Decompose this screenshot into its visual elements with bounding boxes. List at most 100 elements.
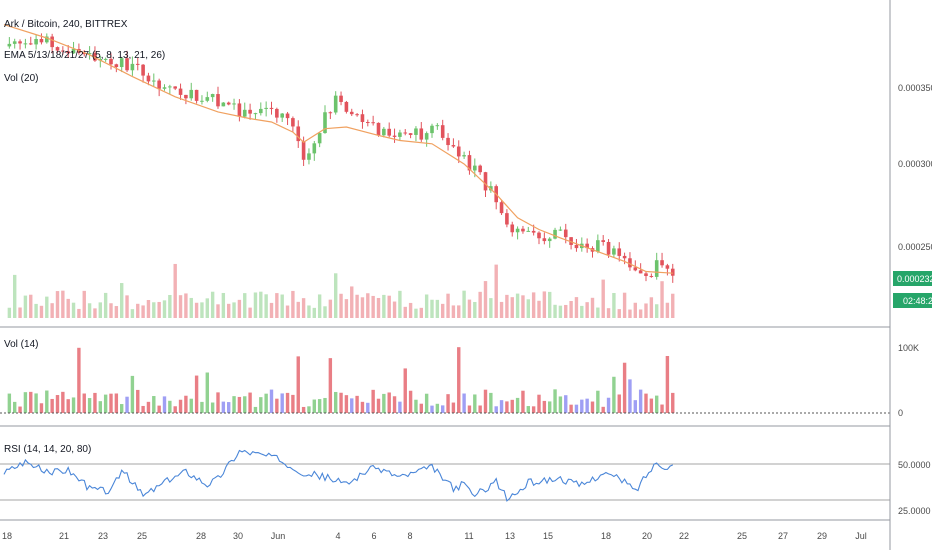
- time-tick-label: 8: [407, 531, 412, 541]
- volume-bar: [275, 398, 279, 413]
- volume-bar: [392, 396, 397, 413]
- time-tick-label: 18: [601, 531, 611, 541]
- volume-pane[interactable]: [0, 326, 890, 414]
- volume-overlay-bar: [323, 306, 327, 318]
- candle-body: [301, 141, 306, 160]
- volume-bar: [184, 395, 188, 413]
- volume-overlay-bar: [569, 300, 573, 318]
- volume-bar: [478, 405, 482, 413]
- time-tick-label: 25: [137, 531, 147, 541]
- price-pane[interactable]: [3, 24, 675, 318]
- candle-body: [61, 50, 65, 52]
- symbol-title[interactable]: Ark / Bitcoin, 240, BITTREX: [4, 19, 128, 30]
- volume-bar: [644, 393, 648, 413]
- volume-bar: [162, 396, 167, 413]
- rsi-pane[interactable]: [0, 425, 890, 502]
- volume-overlay-bar: [580, 305, 584, 318]
- volume-bar: [248, 392, 252, 413]
- time-tick-label: 23: [98, 531, 108, 541]
- vol-overlay-legend[interactable]: Vol (20): [4, 73, 38, 84]
- candle-body: [456, 146, 461, 157]
- volume-bar: [189, 398, 193, 413]
- volume-bar: [622, 362, 627, 413]
- volume-bar: [339, 392, 343, 413]
- candle-body: [644, 273, 648, 276]
- time-tick-label: 28: [196, 531, 206, 541]
- volume-bar: [596, 390, 600, 413]
- time-tick-label: 11: [464, 531, 473, 541]
- candle-body: [71, 48, 76, 54]
- last-price-label: 0.00023251: [897, 274, 932, 284]
- candle-body: [119, 58, 124, 68]
- ema-line: [3, 24, 673, 274]
- volume-bar: [638, 389, 643, 413]
- volume-overlay-bar: [280, 294, 284, 318]
- volume-overlay-bar: [45, 296, 49, 318]
- last-price-tag: [893, 271, 932, 286]
- volume-bar: [23, 392, 28, 413]
- volume-bar: [61, 391, 65, 413]
- volume-overlay-bar: [205, 298, 209, 318]
- rsi-pane-title[interactable]: RSI (14, 14, 20, 80): [4, 444, 91, 455]
- volume-overlay-bar: [441, 303, 445, 318]
- volume-overlay-bar: [168, 294, 172, 318]
- volume-overlay-bar: [141, 305, 145, 318]
- candle-body: [489, 186, 493, 191]
- volume-bar: [18, 406, 22, 413]
- candle-body: [483, 172, 488, 191]
- volume-overlay-bar: [671, 293, 675, 318]
- rsi-tick-label: 50.0000: [898, 460, 931, 470]
- volume-bar: [526, 406, 530, 413]
- rsi-tick-label: 25.0000: [898, 506, 931, 516]
- volume-overlay-bar: [499, 301, 504, 318]
- volume-overlay-bar: [660, 281, 664, 318]
- candle-body: [622, 255, 627, 259]
- volume-bar: [574, 404, 579, 413]
- volume-bar: [606, 397, 611, 413]
- volume-overlay-bar: [392, 301, 397, 318]
- candle-body: [499, 202, 504, 214]
- candle-body: [649, 275, 654, 277]
- volume-bar: [280, 393, 284, 413]
- volume-bar: [55, 395, 60, 413]
- candle-body: [547, 238, 552, 242]
- candle-body: [232, 103, 236, 105]
- time-tick-label: 30: [233, 531, 243, 541]
- candle-body: [382, 128, 386, 136]
- volume-overlay-bar: [526, 299, 530, 318]
- volume-bar: [441, 405, 445, 413]
- time-axis[interactable]: 18 21 23 25 28 30 Jun 4 6 8 11 13 15 18 20 22 25 27 29 Jul: [2, 531, 867, 541]
- volume-overlay-bar: [296, 301, 300, 318]
- candle-body: [141, 64, 145, 76]
- candle-body: [200, 100, 204, 102]
- candle-body: [307, 153, 311, 160]
- volume-overlay-bar: [216, 304, 220, 318]
- candle-body: [403, 132, 408, 134]
- volume-bar: [87, 398, 92, 413]
- candle-body: [654, 260, 659, 277]
- volume-overlay-bar: [152, 302, 156, 318]
- candle-body: [189, 89, 194, 99]
- volume-overlay-bar: [419, 307, 423, 318]
- candle-body: [601, 240, 605, 242]
- candle-body: [670, 268, 675, 276]
- ema-legend[interactable]: EMA 5/13/18/21/27 (5, 8, 13, 21, 26): [4, 50, 165, 61]
- volume-pane-title[interactable]: Vol (14): [4, 339, 38, 350]
- volume-overlay-bar: [606, 308, 611, 318]
- volume-overlay-bar: [376, 297, 381, 318]
- volume-overlay-bar: [29, 294, 33, 318]
- volume-bar: [403, 368, 407, 413]
- volume-overlay-bar: [162, 300, 167, 318]
- price-axis[interactable]: 0.00035000 0.00030000 0.00025000 0.00023…: [893, 83, 932, 516]
- candle-body: [462, 155, 466, 157]
- volume-bar: [50, 398, 54, 413]
- candle-body: [264, 107, 268, 109]
- volume-bar: [537, 394, 541, 413]
- volume-bar: [671, 392, 675, 413]
- candle-body: [125, 58, 129, 71]
- volume-overlay-bar: [61, 290, 65, 318]
- volume-overlay-bar: [18, 307, 22, 318]
- volume-overlay-bar: [120, 283, 124, 318]
- volume-bar: [39, 403, 44, 413]
